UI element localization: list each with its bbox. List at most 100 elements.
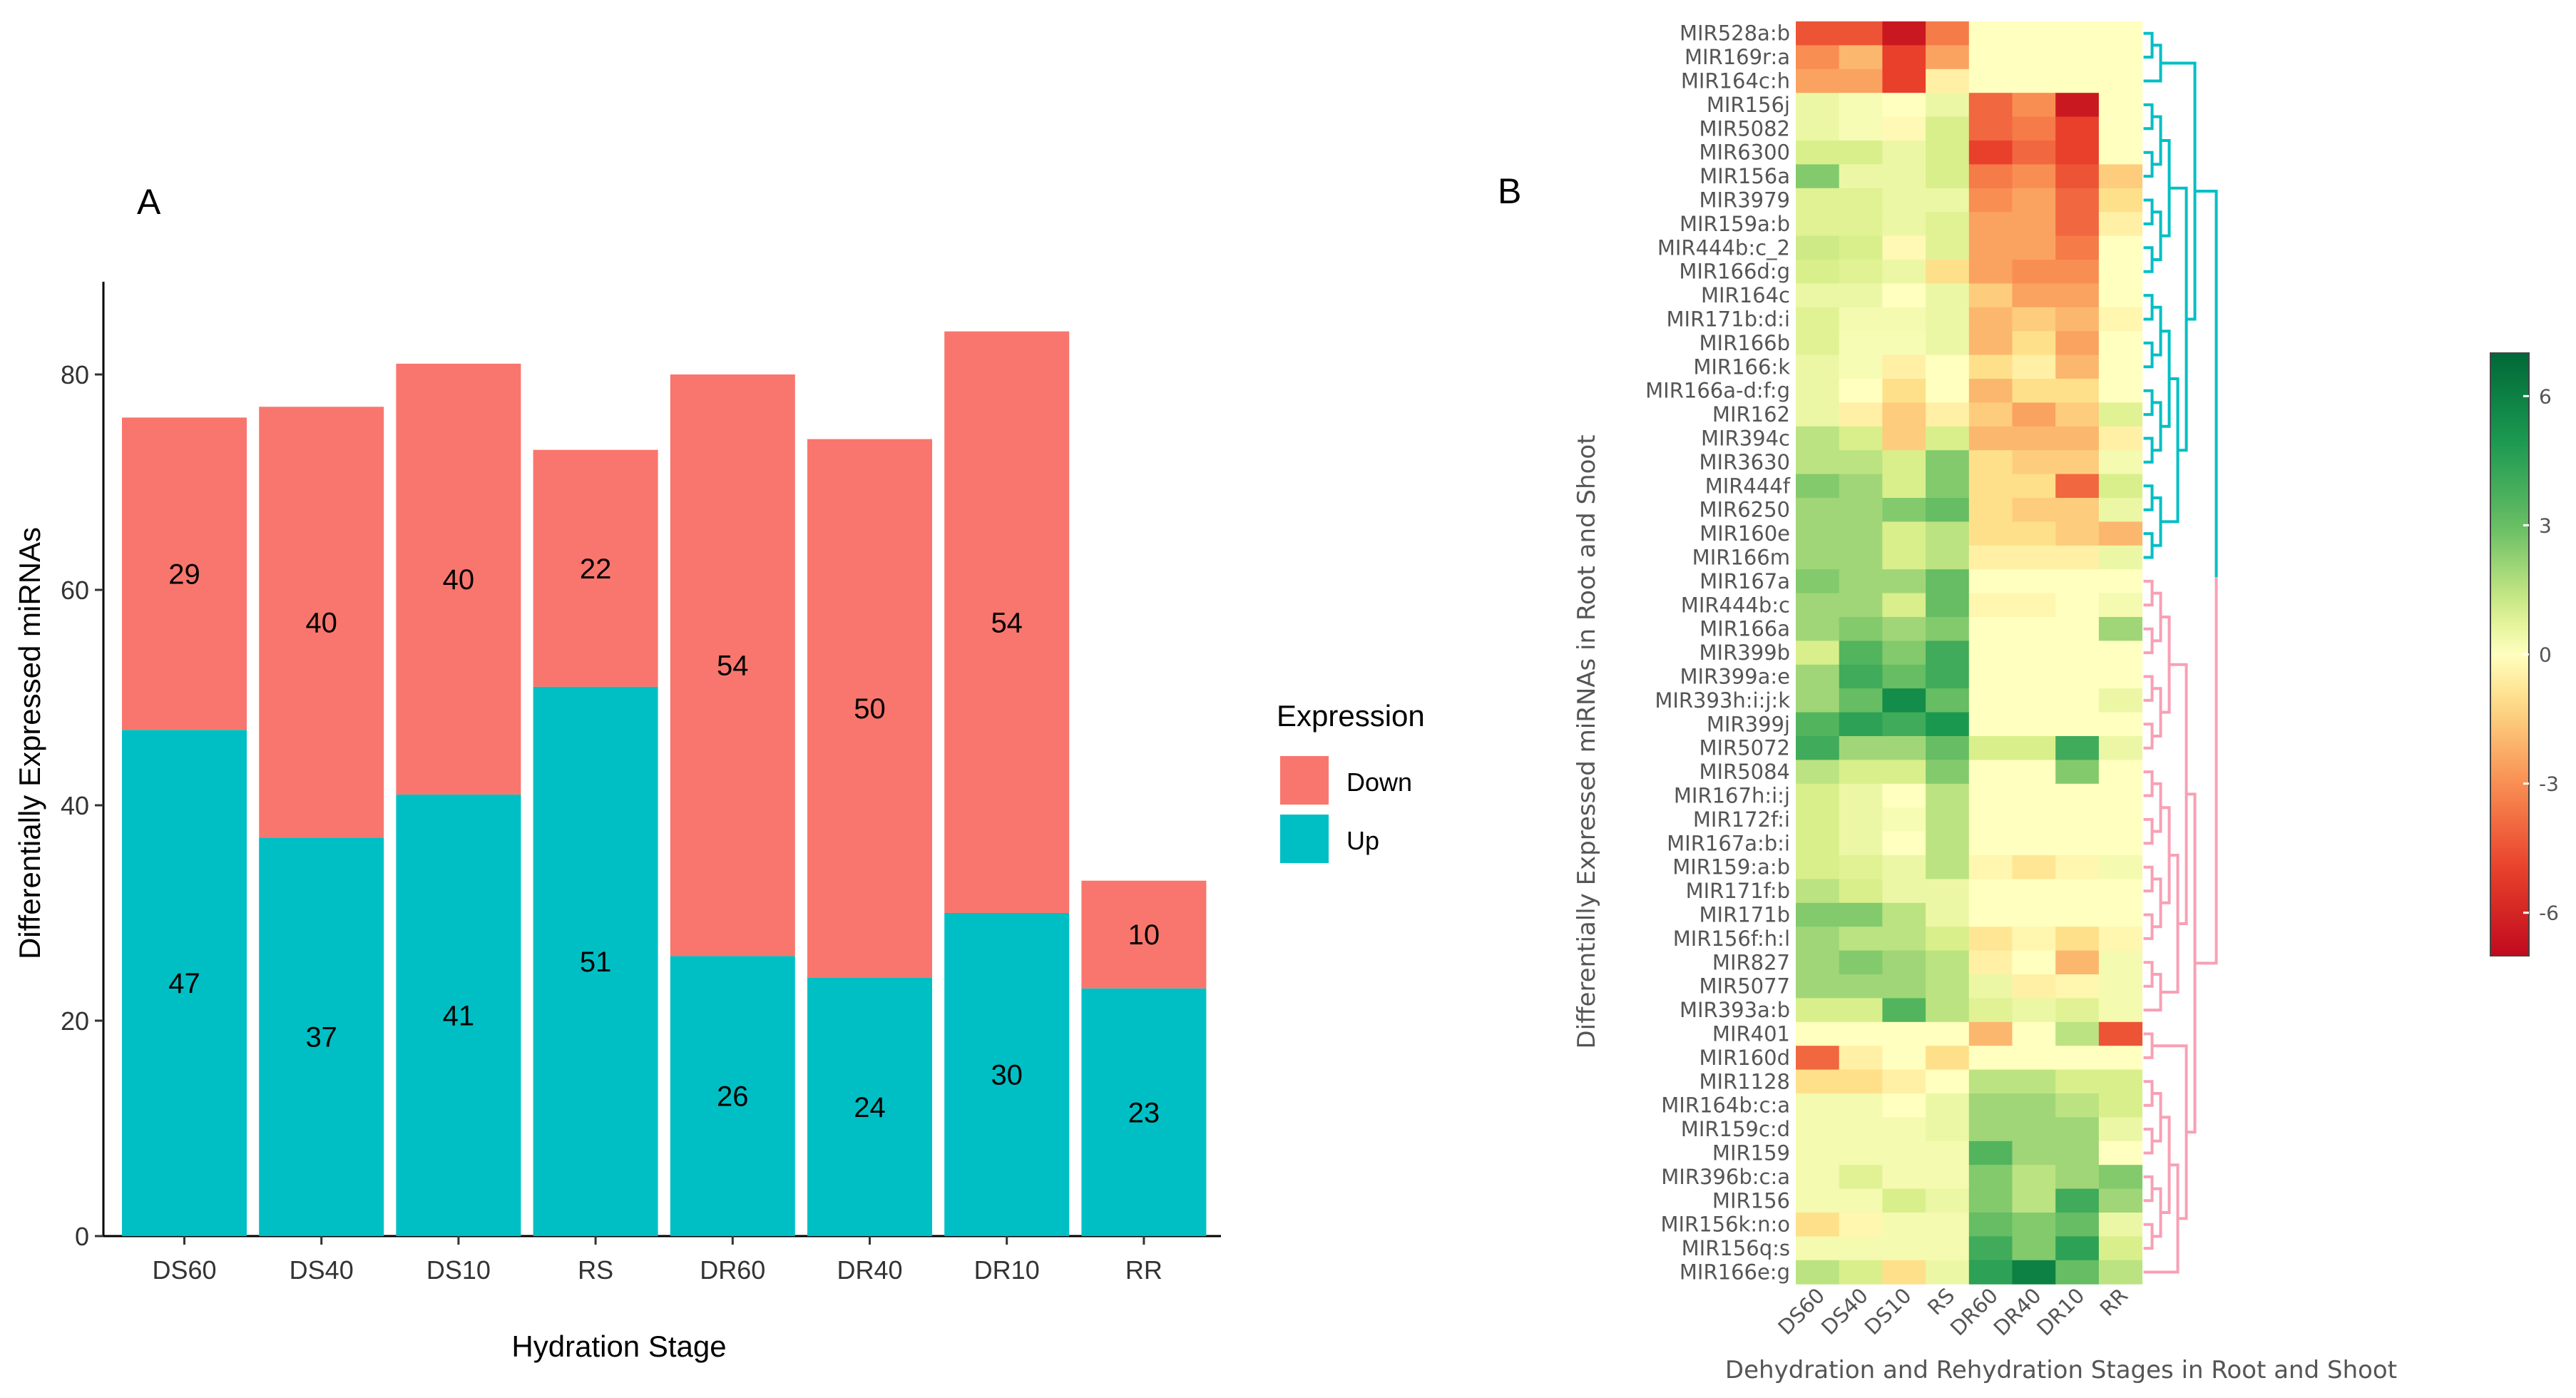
data-label-up: 26	[717, 1081, 749, 1113]
heatmap-cell	[1839, 93, 1883, 118]
heatmap-cell	[2012, 93, 2056, 118]
heatmap-col-label: DR40	[1989, 1283, 2046, 1340]
heatmap-cell	[1926, 164, 1970, 189]
heatmap-cell	[1968, 1093, 2013, 1118]
heatmap-cell	[1882, 902, 1926, 927]
dendrogram-branch	[2143, 532, 2154, 559]
heatmap: MIR528a:bMIR169r:aMIR164c:hMIR156jMIR508…	[1573, 21, 2397, 1384]
heatmap-cell	[1926, 1188, 1970, 1213]
heatmap-cell	[2055, 1046, 2100, 1071]
heatmap-cell	[1796, 426, 1840, 451]
heatmap-row-label: MIR5077	[1699, 974, 1790, 999]
heatmap-cell	[2098, 569, 2143, 594]
heatmap-cell	[2098, 641, 2143, 665]
heatmap-cell	[1796, 902, 1840, 927]
heatmap-cell	[1882, 283, 1926, 308]
bar-up-dr10	[944, 913, 1070, 1236]
heatmap-cell	[2055, 664, 2100, 689]
heatmap-row-label: MIR399j	[1707, 712, 1790, 736]
heatmap-cell	[1968, 1069, 2013, 1094]
heatmap-cell	[1882, 545, 1926, 570]
heatmap-cell	[1839, 212, 1883, 237]
heatmap-row-label: MIR171f:b	[1686, 879, 1790, 903]
bar-up-rs	[533, 686, 658, 1236]
data-label-up: 30	[991, 1060, 1023, 1091]
heatmap-cell	[2098, 1236, 2143, 1261]
heatmap-cell	[1926, 1117, 1970, 1142]
heatmap-row-label: MIR5084	[1699, 760, 1790, 784]
heatmap-x-title: Dehydration and Rehydration Stages in Ro…	[1725, 1356, 2397, 1384]
heatmap-cell	[1882, 116, 1926, 141]
heatmap-cell	[2098, 474, 2143, 499]
heatmap-cell	[2098, 902, 2143, 927]
data-label-down: 22	[580, 553, 612, 585]
heatmap-cell	[1882, 783, 1926, 808]
x-tick-label: RS	[578, 1255, 613, 1285]
heatmap-cell	[1882, 617, 1926, 641]
heatmap-row-label: MIR166b	[1700, 331, 1790, 355]
heatmap-cell	[1968, 1260, 2013, 1285]
x-tick-label: DS10	[426, 1255, 491, 1285]
heatmap-cell	[2012, 1213, 2056, 1237]
heatmap-cell	[2012, 879, 2056, 904]
heatmap-cell	[1926, 68, 1970, 93]
heatmap-cell	[2055, 1213, 2100, 1237]
heatmap-cell	[1882, 307, 1926, 332]
bar-down-rr	[1081, 880, 1207, 989]
heatmap-cell	[2012, 283, 2056, 308]
legend-title: Expression	[1277, 699, 1425, 733]
heatmap-row-label: MIR156f:h:l	[1673, 927, 1790, 951]
heatmap-row-label: MIR171b:d:i	[1667, 307, 1791, 332]
heatmap-cell	[1926, 1236, 1970, 1261]
heatmap-cell	[2055, 164, 2100, 189]
heatmap-row-label: MIR528a:b	[1680, 21, 1790, 46]
dendrogram-branch	[2143, 294, 2154, 321]
heatmap-cell	[1839, 569, 1883, 594]
heatmap-cell	[1796, 1213, 1840, 1237]
panel-b-label: B	[1498, 171, 1521, 211]
heatmap-cell	[2055, 927, 2100, 951]
heatmap-row-label: MIR1128	[1699, 1069, 1790, 1093]
heatmap-cell	[1882, 1236, 1926, 1261]
heatmap-cell	[1839, 235, 1883, 260]
heatmap-cell	[2055, 950, 2100, 975]
heatmap-cell	[2055, 188, 2100, 213]
heatmap-cell	[2012, 164, 2056, 189]
heatmap-cell	[1796, 188, 1840, 213]
heatmap-cell	[1926, 855, 1970, 879]
heatmap-cell	[1882, 664, 1926, 689]
heatmap-cell	[1796, 617, 1840, 641]
heatmap-cell	[2012, 354, 2056, 379]
y-tick-label: 40	[61, 791, 89, 820]
heatmap-cell	[1839, 974, 1883, 999]
heatmap-cell	[2055, 283, 2100, 308]
heatmap-cell	[1882, 354, 1926, 379]
heatmap-row-label: MIR164c	[1701, 283, 1790, 307]
heatmap-cell	[2012, 950, 2056, 975]
heatmap-cell	[1926, 331, 1970, 356]
data-label-down: 10	[1128, 919, 1160, 951]
heatmap-cell	[1968, 45, 2013, 70]
heatmap-cell	[1882, 593, 1926, 618]
heatmap-cell	[1926, 927, 1970, 951]
heatmap-cell	[1796, 569, 1840, 594]
panel-a-label: A	[137, 182, 161, 222]
heatmap-cell	[1968, 879, 2013, 904]
heatmap-cell	[1839, 474, 1883, 499]
heatmap-cell	[1926, 354, 1970, 379]
heatmap-cell	[1796, 831, 1840, 856]
heatmap-cell	[1839, 116, 1883, 141]
heatmap-cell	[1926, 1141, 1970, 1165]
heatmap-cell	[2012, 1165, 2056, 1190]
heatmap-row-label: MIR171b	[1700, 903, 1790, 927]
heatmap-cell	[2098, 783, 2143, 808]
heatmap-cell	[1882, 641, 1926, 665]
heatmap-cell	[2012, 426, 2056, 451]
heatmap-cell	[1882, 498, 1926, 522]
heatmap-row-label: MIR5082	[1699, 116, 1790, 141]
heatmap-cell	[1839, 164, 1883, 189]
heatmap-cell	[1839, 855, 1883, 879]
heatmap-cell	[1839, 1213, 1883, 1237]
heatmap-cell	[1926, 93, 1970, 118]
heatmap-cell	[1968, 1046, 2013, 1071]
